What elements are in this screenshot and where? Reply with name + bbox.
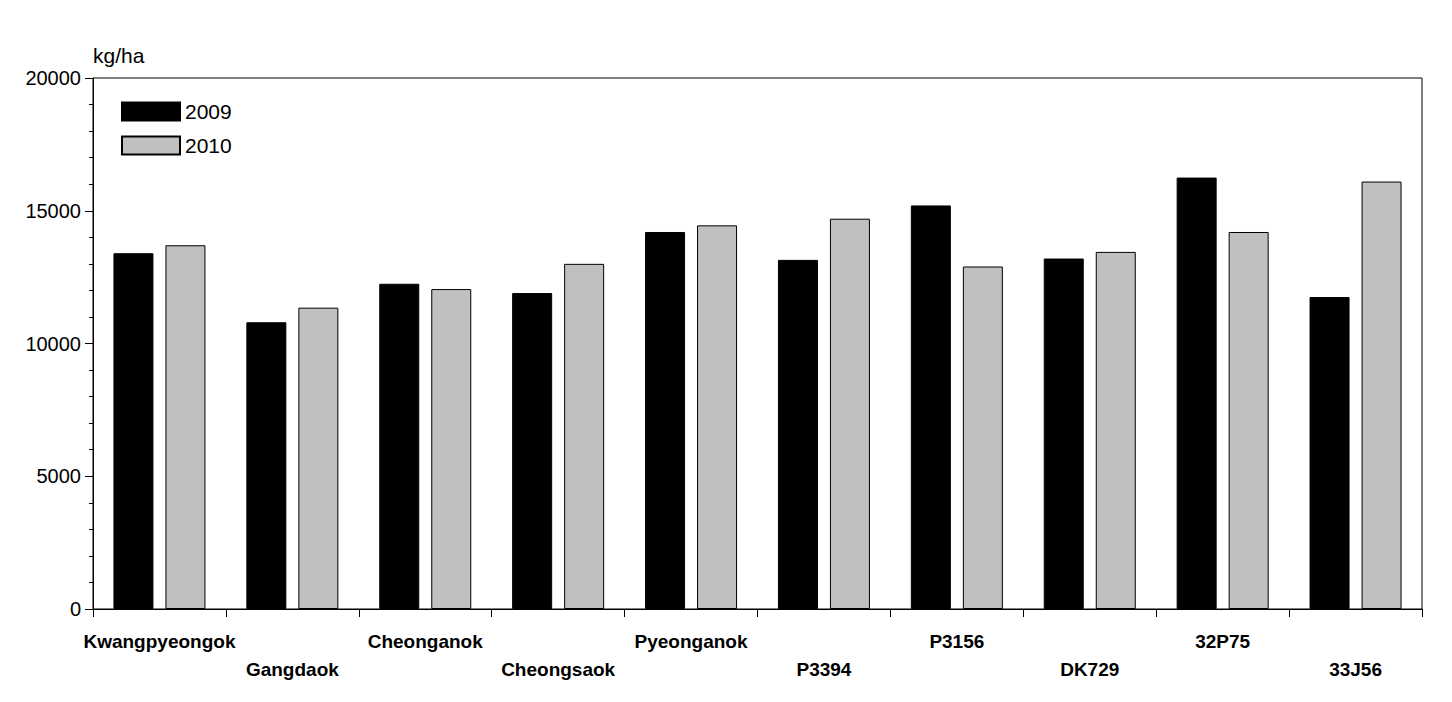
svg-text:32P75: 32P75 [1195, 631, 1250, 652]
svg-text:P3156: P3156 [929, 631, 984, 652]
svg-text:Cheongsaok: Cheongsaok [501, 659, 615, 680]
svg-text:Kwangpyeongok: Kwangpyeongok [83, 631, 235, 652]
svg-text:Gangdaok: Gangdaok [246, 659, 339, 680]
svg-text:2009: 2009 [185, 100, 232, 123]
svg-text:15000: 15000 [25, 200, 81, 222]
svg-text:33J56: 33J56 [1329, 659, 1382, 680]
svg-text:kg/ha: kg/ha [93, 44, 145, 67]
svg-text:0: 0 [70, 598, 81, 620]
svg-text:P3394: P3394 [796, 659, 851, 680]
svg-text:10000: 10000 [25, 333, 81, 355]
svg-text:20000: 20000 [25, 67, 81, 89]
svg-text:2010: 2010 [185, 134, 232, 157]
svg-text:Pyeonganok: Pyeonganok [635, 631, 748, 652]
svg-text:Cheonganok: Cheonganok [368, 631, 483, 652]
svg-text:5000: 5000 [37, 465, 82, 487]
svg-text:DK729: DK729 [1060, 659, 1119, 680]
